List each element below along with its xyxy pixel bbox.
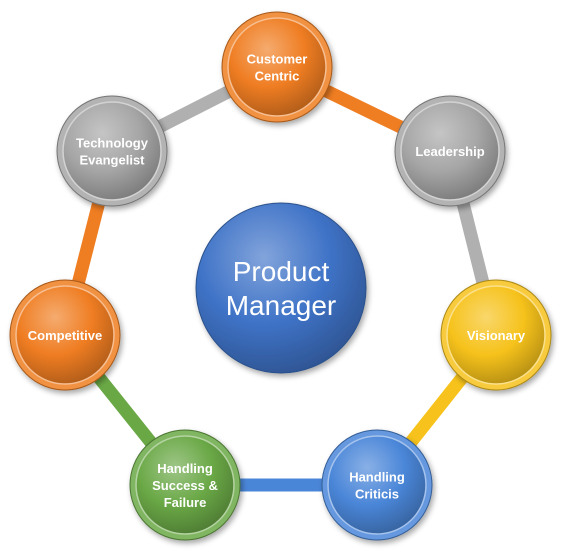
node-inner-circle <box>135 435 235 535</box>
node-label-line: Technology <box>76 136 149 151</box>
node-visionary: Visionary <box>440 279 552 391</box>
node-label-line: Success & <box>152 478 218 493</box>
node-label: Competitive <box>28 328 102 343</box>
node-technology-evangelist: Technology Evangelist <box>56 95 168 207</box>
node-label-line: Handling <box>157 461 213 476</box>
node-leadership: Leadership <box>394 95 506 207</box>
node-inner-circle <box>446 285 546 385</box>
node-label: Customer Centric <box>247 52 308 84</box>
node-label-line: Competitive <box>28 328 102 343</box>
node-inner-circle <box>400 101 500 201</box>
node-ring: Customer Centric Leadership Visionary Handli… <box>9 11 552 541</box>
node-label: Handling Success & Failure <box>152 461 218 510</box>
node-inner-circle <box>327 435 427 535</box>
node-label-line: Customer <box>247 52 308 67</box>
node-label: Visionary <box>467 328 526 343</box>
node-label-line: Failure <box>164 495 207 510</box>
node-label-line: Criticis <box>355 487 399 502</box>
node-label-line: Leadership <box>415 144 484 159</box>
node-inner-circle <box>227 17 327 117</box>
node-label-line: Visionary <box>467 328 526 343</box>
node-label-line: Evangelist <box>79 153 145 168</box>
node-label: Leadership <box>415 144 484 159</box>
node-label-line: Centric <box>255 69 300 84</box>
node-label: Handling Criticis <box>349 470 405 502</box>
center-label-line: Manager <box>226 290 337 321</box>
node-label-line: Handling <box>349 470 405 485</box>
center-label: Product Manager <box>226 256 337 321</box>
node-competitive: Competitive <box>9 279 121 391</box>
node-inner-circle <box>62 101 162 201</box>
center-circle <box>195 202 367 374</box>
node-inner-circle <box>15 285 115 385</box>
center-label-line: Product <box>233 256 330 287</box>
node-handling-success-failure: Handling Success & Failure <box>129 429 241 541</box>
node-label: Technology Evangelist <box>76 136 149 168</box>
center-node: Product Manager <box>195 202 367 374</box>
node-customer-centric: Customer Centric <box>221 11 333 123</box>
node-handling-criticis: Handling Criticis <box>321 429 433 541</box>
